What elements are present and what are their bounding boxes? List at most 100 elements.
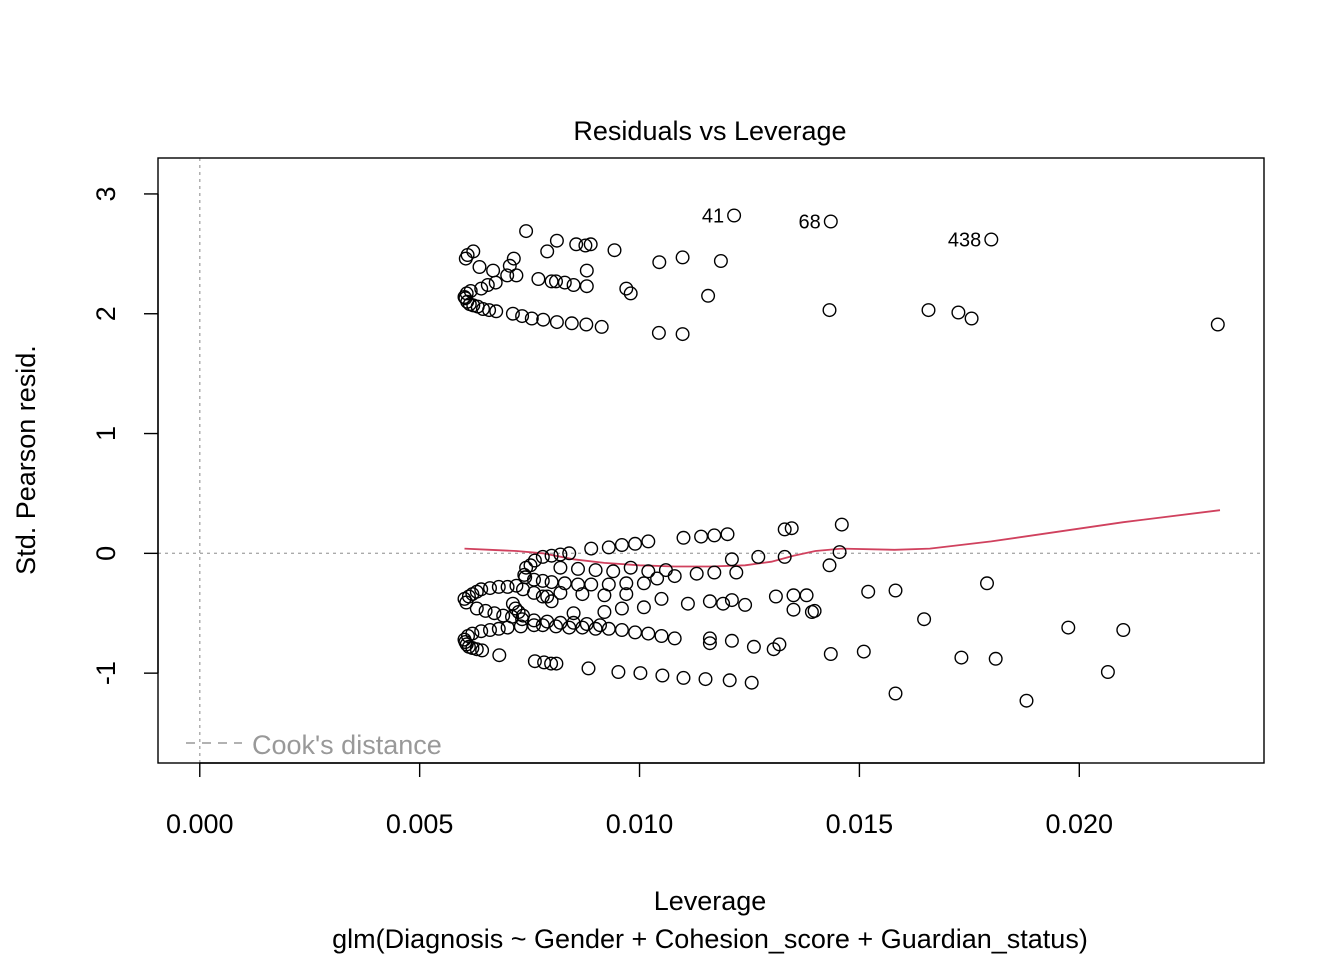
data-point — [641, 534, 656, 549]
data-point — [575, 620, 590, 635]
data-point — [465, 626, 480, 641]
data-point — [588, 563, 603, 578]
plot-frame — [157, 157, 1265, 764]
x-tick-label: 0.020 — [1046, 809, 1114, 839]
data-point — [772, 637, 787, 652]
data-point — [583, 237, 598, 252]
data-point — [623, 286, 638, 301]
data-point — [535, 618, 550, 633]
data-point — [594, 319, 609, 334]
data-point — [984, 232, 999, 247]
data-point — [724, 633, 739, 648]
data-point — [636, 576, 651, 591]
data-point — [619, 281, 634, 296]
data-point — [469, 601, 484, 616]
data-point — [524, 311, 539, 326]
data-point — [540, 244, 555, 259]
data-point — [777, 522, 792, 537]
data-point — [823, 214, 838, 229]
x-axis-label: Leverage — [654, 886, 767, 916]
data-point — [500, 579, 515, 594]
data-point — [540, 614, 555, 629]
data-point — [724, 593, 739, 608]
data-point — [511, 605, 526, 620]
data-point — [476, 302, 491, 317]
data-point — [491, 579, 506, 594]
data-point — [722, 673, 737, 688]
data-point — [553, 560, 568, 575]
data-point — [579, 317, 594, 332]
data-point — [619, 587, 634, 602]
data-point — [654, 629, 669, 644]
data-point — [667, 631, 682, 646]
data-point — [549, 315, 564, 330]
data-point — [652, 255, 667, 270]
data-point — [566, 615, 581, 630]
data-point — [487, 606, 502, 621]
x-tick-label: 0.000 — [166, 809, 234, 839]
data-point — [506, 251, 521, 266]
data-point — [799, 588, 814, 603]
point-label: 41 — [702, 206, 724, 228]
data-point — [496, 608, 511, 623]
data-point — [463, 284, 478, 299]
data-point — [486, 263, 501, 278]
chart-subtitle: glm(Diagnosis ~ Gender + Cohesion_score … — [332, 924, 1088, 954]
data-point — [516, 608, 531, 623]
data-point — [478, 603, 493, 618]
point-labels: 41 68 438 — [702, 206, 981, 252]
point-label: 68 — [799, 212, 821, 234]
data-point — [607, 243, 622, 258]
data-point — [489, 304, 504, 319]
data-point — [727, 208, 742, 223]
y-axis: -1 0 1 2 3 — [91, 186, 159, 685]
data-point — [702, 636, 717, 651]
point-label: 438 — [948, 230, 981, 252]
data-point — [633, 666, 648, 681]
data-point — [888, 583, 903, 598]
data-point — [650, 571, 665, 586]
data-point — [566, 606, 581, 621]
data-point — [584, 577, 599, 592]
data-point — [544, 594, 559, 609]
data-point — [459, 286, 474, 301]
data-point — [523, 558, 538, 573]
legend-label: Cook's distance — [252, 730, 442, 760]
data-point — [519, 224, 534, 239]
data-point — [651, 325, 666, 340]
data-point — [786, 602, 801, 617]
data-point — [1116, 623, 1131, 638]
data-point — [628, 536, 643, 551]
data-point — [535, 573, 550, 588]
data-point — [964, 311, 979, 326]
data-point — [823, 647, 838, 662]
data-point — [777, 549, 792, 564]
data-point — [641, 564, 656, 579]
data-point — [707, 528, 722, 543]
data-point — [527, 618, 542, 633]
data-point — [597, 588, 612, 603]
data-point — [707, 565, 722, 580]
data-point — [549, 274, 564, 289]
data-point — [491, 621, 506, 636]
legend: Cook's distance — [186, 730, 442, 760]
y-tick-label: 2 — [91, 306, 121, 321]
data-point — [579, 617, 594, 632]
data-point — [571, 561, 586, 576]
data-point — [832, 545, 847, 560]
data-point — [713, 253, 728, 268]
data-point — [822, 558, 837, 573]
data-point — [667, 569, 682, 584]
data-point — [527, 654, 542, 669]
data-point — [509, 578, 524, 593]
data-point — [492, 648, 507, 663]
data-point — [786, 588, 801, 603]
data-point — [701, 288, 716, 303]
data-point — [614, 538, 629, 553]
y-axis-label: Std. Pearson resid. — [11, 345, 41, 575]
data-point — [502, 258, 517, 273]
x-tick-label: 0.015 — [826, 809, 894, 839]
data-point — [954, 650, 969, 665]
data-point — [531, 272, 546, 287]
data-point — [474, 582, 489, 597]
